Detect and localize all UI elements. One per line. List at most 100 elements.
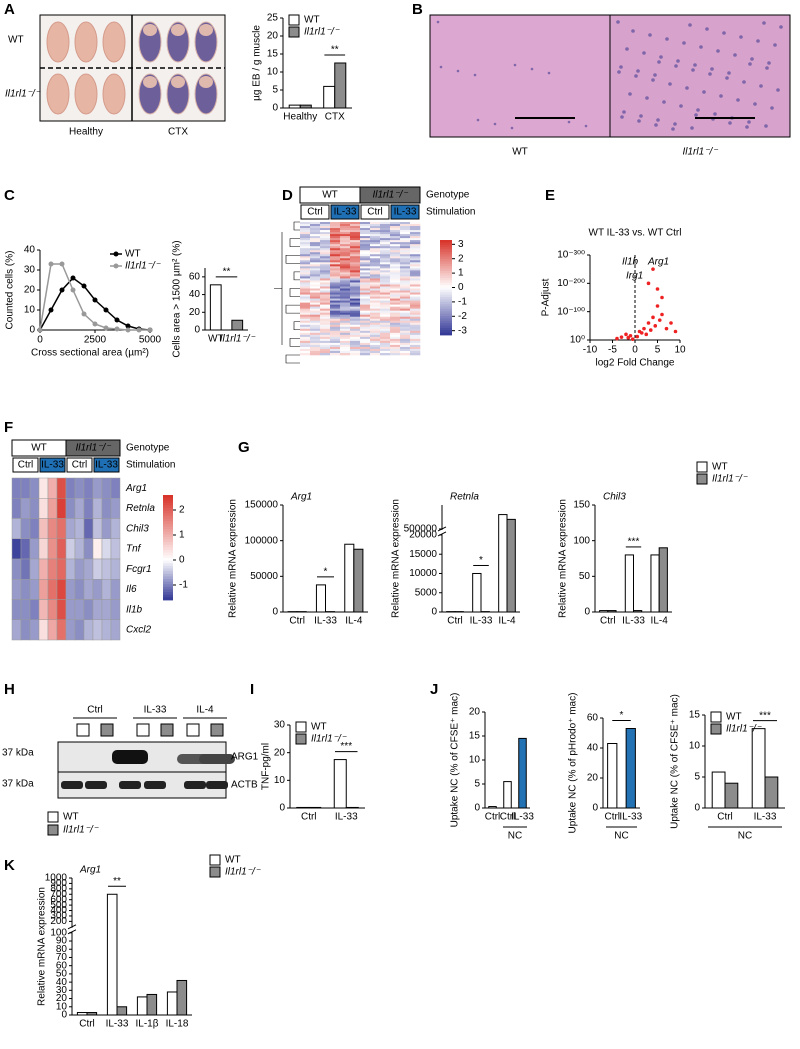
colorbar-label: 0 bbox=[179, 555, 185, 566]
panel-letter: A bbox=[4, 1, 15, 18]
heatmap-texture bbox=[330, 326, 341, 330]
heatmap-texture bbox=[320, 312, 331, 315]
heatmap-texture bbox=[300, 300, 311, 303]
heatmap-texture bbox=[410, 224, 421, 227]
heatmap-texture bbox=[310, 262, 321, 265]
heatmap-texture bbox=[410, 268, 421, 271]
point bbox=[669, 321, 673, 325]
heatmap-cell bbox=[38, 498, 49, 519]
dendrogram bbox=[285, 254, 300, 264]
heatmap-texture bbox=[380, 304, 391, 307]
heatmap-texture bbox=[380, 342, 391, 346]
heatmap-texture bbox=[400, 280, 411, 283]
heatmap-cell bbox=[65, 579, 76, 600]
heatmap-texture bbox=[360, 236, 371, 239]
heatmap-texture bbox=[410, 308, 421, 311]
bar bbox=[299, 104, 312, 109]
heatmap-texture bbox=[340, 292, 351, 295]
colorbar-step bbox=[440, 306, 452, 310]
x-tick-label: IL-33 bbox=[622, 616, 645, 627]
group-label: NC bbox=[738, 831, 752, 842]
heatmap-texture bbox=[410, 336, 421, 340]
y-tick-label: 0 bbox=[694, 803, 700, 814]
point bbox=[103, 307, 109, 313]
histology-nucleus bbox=[642, 51, 646, 55]
histology-label: Il1rl1⁻/⁻ bbox=[682, 147, 718, 158]
heatmap-texture bbox=[330, 350, 341, 354]
lane-label: Ctrl bbox=[87, 705, 103, 716]
heatmap-texture bbox=[390, 230, 401, 233]
heatmap-texture bbox=[310, 242, 321, 245]
heatmap-texture bbox=[300, 284, 311, 287]
histology-nucleus bbox=[584, 124, 588, 128]
heatmap-texture bbox=[320, 230, 331, 233]
heatmap-cell bbox=[11, 619, 22, 641]
heatmap-texture bbox=[340, 226, 351, 229]
colorbar-step bbox=[440, 275, 452, 279]
heatmap-cell bbox=[38, 599, 49, 620]
legend-swatch bbox=[710, 723, 722, 735]
colorbar-step bbox=[163, 518, 173, 522]
significance-label: * bbox=[324, 567, 328, 578]
heatmap-texture bbox=[310, 318, 321, 322]
heatmap-texture bbox=[380, 322, 391, 326]
heatmap-texture bbox=[360, 242, 371, 245]
muscle-photo bbox=[46, 21, 70, 63]
heatmap-texture bbox=[390, 326, 401, 330]
heatmap-texture bbox=[390, 240, 401, 243]
heatmap-texture bbox=[300, 252, 311, 255]
histology-nucleus bbox=[648, 33, 652, 37]
heatmap-texture bbox=[330, 292, 341, 295]
heatmap-texture bbox=[320, 234, 331, 237]
heatmap-texture bbox=[300, 240, 311, 243]
heatmap-texture bbox=[300, 288, 311, 291]
heatmap-cell bbox=[47, 558, 58, 580]
heatmap-texture bbox=[360, 342, 371, 346]
heatmap-texture bbox=[340, 242, 351, 245]
heatmap-texture bbox=[400, 312, 411, 315]
dendrogram bbox=[293, 221, 300, 231]
heatmap-texture bbox=[330, 260, 341, 263]
bar bbox=[764, 776, 779, 809]
heatmap-texture bbox=[390, 246, 401, 249]
colorbar-step bbox=[440, 332, 452, 336]
heatmap-texture bbox=[360, 314, 371, 318]
heatmap-texture bbox=[340, 308, 351, 311]
heatmap-texture bbox=[360, 224, 371, 227]
annotation: Il1b bbox=[622, 257, 639, 268]
heatmap-texture bbox=[320, 264, 331, 267]
heatmap-cell bbox=[110, 498, 121, 519]
heatmap-cell bbox=[74, 558, 85, 580]
point bbox=[628, 333, 633, 338]
heatmap-texture bbox=[350, 300, 361, 303]
heatmap-texture bbox=[320, 302, 331, 305]
heatmap-texture bbox=[410, 286, 421, 289]
heatmap-texture bbox=[360, 306, 371, 309]
heatmap-texture bbox=[370, 264, 381, 267]
heatmap-texture bbox=[370, 312, 381, 315]
heatmap-texture bbox=[330, 252, 341, 255]
heatmap-texture bbox=[390, 226, 401, 229]
heatmap-texture bbox=[330, 282, 341, 285]
x-tick-label: IL-33 bbox=[335, 812, 358, 823]
colorbar-step bbox=[163, 521, 173, 525]
legend-swatch bbox=[288, 26, 300, 38]
heatmap-texture bbox=[340, 270, 351, 273]
heatmap-texture bbox=[340, 228, 351, 231]
heatmap-texture bbox=[400, 238, 411, 241]
heatmap-texture bbox=[400, 290, 411, 293]
heatmap-texture bbox=[390, 272, 401, 275]
histology-nucleus bbox=[619, 65, 623, 69]
heatmap-texture bbox=[300, 336, 311, 340]
heatmap-texture bbox=[380, 250, 391, 253]
heatmap-texture bbox=[300, 346, 311, 350]
heatmap-texture bbox=[380, 224, 391, 227]
heatmap-texture bbox=[360, 336, 371, 340]
histology-nucleus bbox=[725, 76, 729, 80]
colorbar-step bbox=[440, 244, 452, 248]
heatmap-texture bbox=[380, 300, 391, 303]
heatmap-texture bbox=[400, 282, 411, 285]
heatmap-texture bbox=[340, 304, 351, 307]
heatmap-texture bbox=[340, 314, 351, 318]
heatmap-texture bbox=[330, 228, 341, 231]
